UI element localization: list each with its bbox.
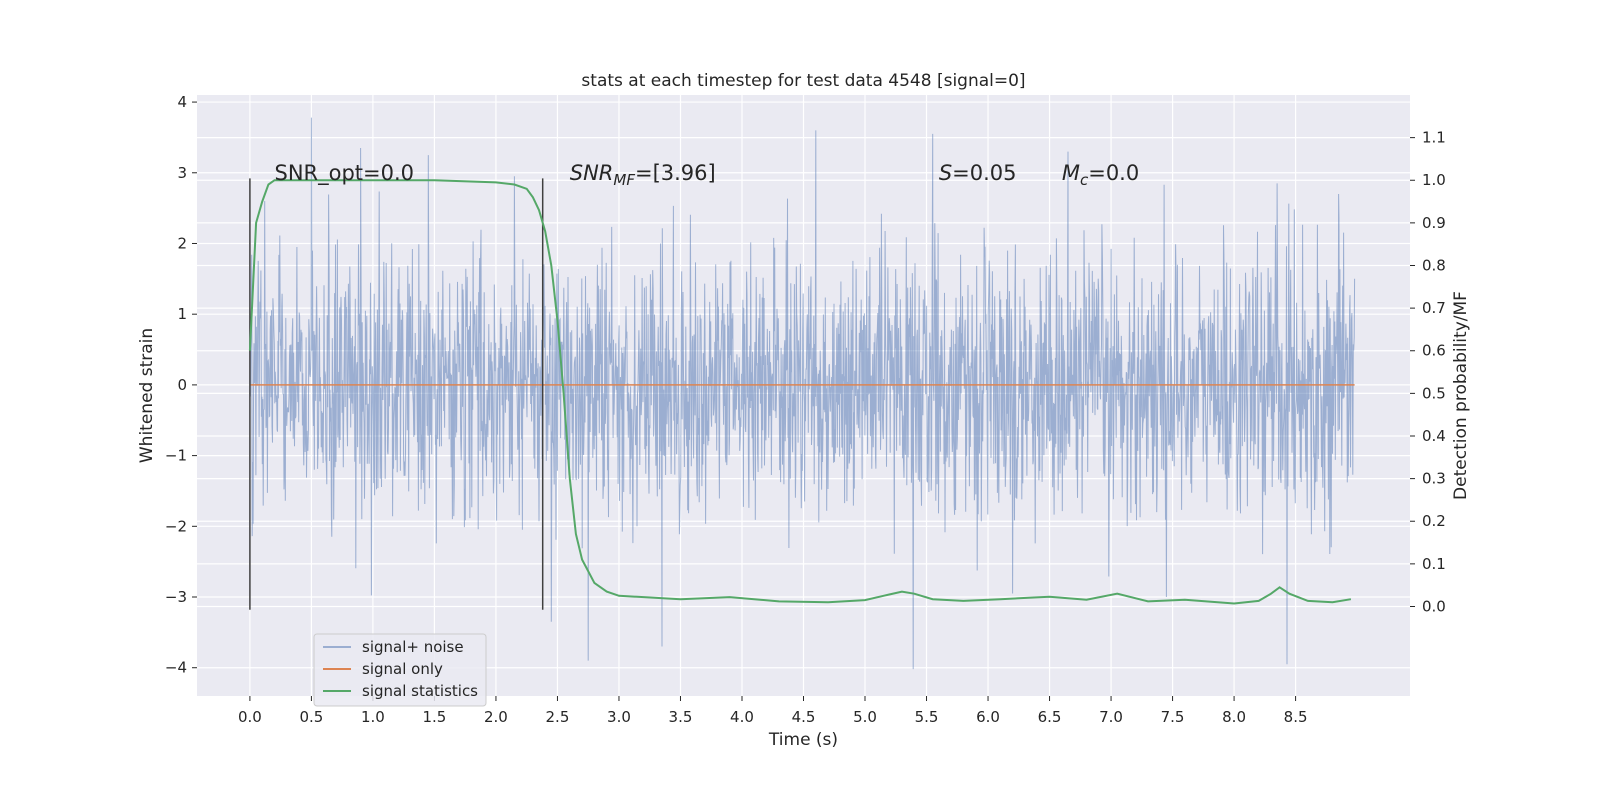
x-axis-label: Time (s) [768, 730, 838, 750]
chart-title: stats at each timestep for test data 454… [581, 71, 1025, 91]
y2-tick-label: 0.0 [1422, 597, 1446, 615]
y2-tick-label: 0.1 [1422, 555, 1446, 573]
annotation-snr-mf-value: =[3.96] [635, 161, 716, 185]
y-tick-label: 4 [177, 93, 187, 111]
y2-tick-label: 0.5 [1422, 384, 1446, 402]
x-tick-label: 5.0 [853, 708, 877, 726]
y-tick-label: −1 [165, 447, 187, 465]
legend: signal+ noise signal only signal statist… [313, 633, 487, 707]
vertical-markers [249, 178, 544, 610]
annotation-s: S=0.05 [939, 161, 1017, 185]
legend-label-signal-only: signal only [362, 660, 443, 678]
y-tick-label: 2 [177, 234, 187, 252]
x-tick-label: 2.5 [546, 708, 570, 726]
y2-tick-label: 0.7 [1422, 299, 1446, 317]
y2-tick-label: 0.4 [1422, 427, 1446, 445]
y2-tick-label: 0.2 [1422, 512, 1446, 530]
annotation-mc: Mc=0.0 [1062, 161, 1139, 189]
y-tick-label: 3 [177, 164, 187, 182]
y2-axis-ticks: 0.0 0.1 0.2 0.3 0.4 0.5 0.6 0.7 0.8 0.9 1.0 1.1 [1410, 129, 1446, 615]
x-tick-label: 1.0 [361, 708, 385, 726]
x-tick-label: 7.0 [1099, 708, 1123, 726]
annotation-snr-mf-var: SNR [570, 161, 614, 185]
x-tick-label: 5.5 [915, 708, 939, 726]
y2-tick-label: 1.1 [1422, 129, 1446, 147]
signal-noise-line [249, 117, 1356, 670]
annotation-mc-value: =0.0 [1088, 161, 1139, 185]
annotation-snr-mf-sub: MF [613, 171, 635, 189]
x-tick-label: 3.0 [607, 708, 631, 726]
series-signal-statistics [248, 179, 1352, 605]
x-tick-label: 3.5 [669, 708, 693, 726]
x-tick-label: 6.0 [976, 708, 1000, 726]
x-tick-label: 4.5 [792, 708, 816, 726]
legend-box [313, 633, 487, 707]
y-tick-label: 1 [177, 305, 187, 323]
y2-tick-label: 1.0 [1422, 171, 1446, 189]
legend-label-signal-statistics: signal statistics [362, 682, 478, 700]
legend-label-signal-noise: signal+ noise [362, 638, 464, 656]
x-tick-label: 2.0 [484, 708, 508, 726]
annotation-mc-var: M [1062, 161, 1080, 185]
x-tick-label: 1.5 [423, 708, 447, 726]
signal-statistics-line [248, 179, 1352, 605]
y-tick-label: −4 [165, 659, 187, 677]
x-tick-label: 4.0 [730, 708, 754, 726]
y-axis-label: Whitened strain [137, 328, 157, 463]
y2-axis-label: Detection probability/MF [1451, 291, 1471, 500]
y2-tick-label: 0.9 [1422, 214, 1446, 232]
annotation-snr-opt: SNR_opt=0.0 [275, 161, 415, 186]
series-signal-noise [249, 117, 1356, 670]
x-tick-label: 8.0 [1222, 708, 1246, 726]
x-tick-label: 8.5 [1284, 708, 1308, 726]
annotation-s-var: S [939, 161, 952, 185]
x-tick-label: 0.5 [299, 708, 323, 726]
y2-tick-label: 0.8 [1422, 256, 1446, 274]
y-axis-ticks: −4 −3 −2 −1 0 1 2 3 4 [165, 93, 197, 677]
annotation-mc-sub: c [1080, 171, 1089, 189]
y2-tick-label: 0.6 [1422, 342, 1446, 360]
y-tick-label: −2 [165, 517, 187, 535]
annotation-snr-mf: SNRMF=[3.96] [570, 161, 716, 189]
x-tick-label: 6.5 [1038, 708, 1062, 726]
x-axis-ticks: 0.0 0.5 1.0 1.5 2.0 2.5 3.0 3.5 4.0 4.5 5.0 5.5 6.0 6… [238, 696, 1308, 726]
x-tick-label: 7.5 [1161, 708, 1185, 726]
y-tick-label: −3 [165, 588, 187, 606]
x-tick-label: 0.0 [238, 708, 262, 726]
y2-tick-label: 0.3 [1422, 470, 1446, 488]
y-tick-label: 0 [177, 376, 187, 394]
annotation-s-value: =0.05 [952, 161, 1016, 185]
